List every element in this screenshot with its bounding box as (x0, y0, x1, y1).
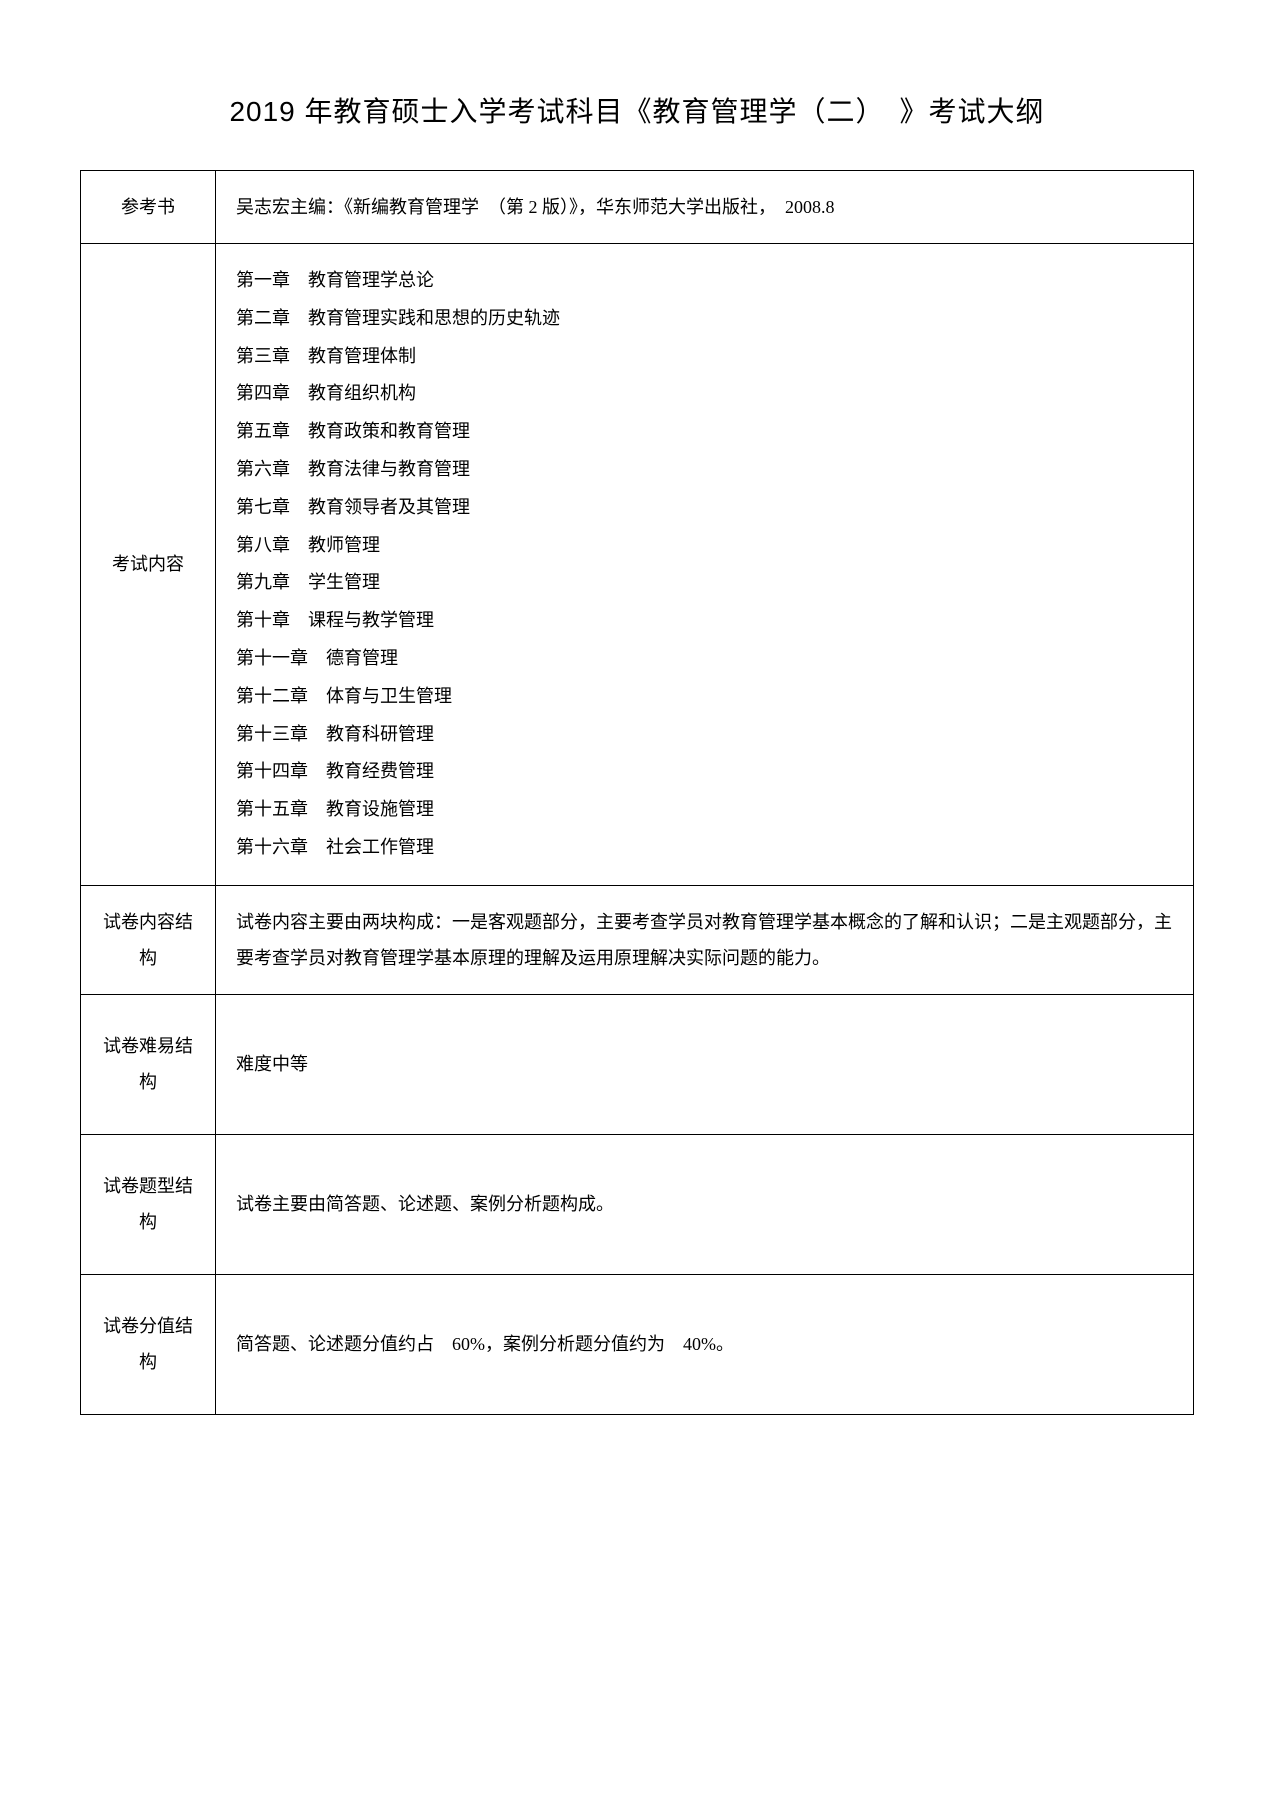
question-type-structure-label: 试卷题型结构 (81, 1134, 216, 1274)
exam-content-label: 考试内容 (81, 244, 216, 886)
chapter-item: 第十六章 社会工作管理 (236, 829, 1173, 867)
chapter-item: 第二章 教育管理实践和思想的历史轨迹 (236, 300, 1173, 338)
chapter-item: 第十五章 教育设施管理 (236, 791, 1173, 829)
content-structure-label: 试卷内容结构 (81, 885, 216, 994)
chapter-item: 第十章 课程与教学管理 (236, 602, 1173, 640)
chapter-item: 第八章 教师管理 (236, 527, 1173, 565)
chapter-item: 第十四章 教育经费管理 (236, 753, 1173, 791)
difficulty-structure-content: 难度中等 (216, 994, 1194, 1134)
chapter-item: 第四章 教育组织机构 (236, 375, 1173, 413)
reference-book-content: 吴志宏主编：《新编教育管理学 （第 2 版）》，华东师范大学出版社， 2008.… (216, 171, 1194, 244)
score-structure-content: 简答题、论述题分值约占 60%，案例分析题分值约为 40%。 (216, 1274, 1194, 1414)
page-title: 2019 年教育硕士入学考试科目《教育管理学（二） 》考试大纲 (80, 90, 1194, 130)
difficulty-structure-label: 试卷难易结构 (81, 994, 216, 1134)
chapter-item: 第三章 教育管理体制 (236, 338, 1173, 376)
chapter-item: 第五章 教育政策和教育管理 (236, 413, 1173, 451)
table-row: 试卷分值结构 简答题、论述题分值约占 60%，案例分析题分值约为 40%。 (81, 1274, 1194, 1414)
score-structure-label: 试卷分值结构 (81, 1274, 216, 1414)
chapter-item: 第七章 教育领导者及其管理 (236, 489, 1173, 527)
syllabus-table: 参考书 吴志宏主编：《新编教育管理学 （第 2 版）》，华东师范大学出版社， 2… (80, 170, 1194, 1415)
chapter-item: 第十二章 体育与卫生管理 (236, 678, 1173, 716)
chapter-list: 第一章 教育管理学总论 第二章 教育管理实践和思想的历史轨迹 第三章 教育管理体… (236, 262, 1173, 867)
chapter-item: 第九章 学生管理 (236, 564, 1173, 602)
table-row: 试卷内容结构 试卷内容主要由两块构成：一是客观题部分，主要考查学员对教育管理学基… (81, 885, 1194, 994)
chapter-item: 第十一章 德育管理 (236, 640, 1173, 678)
chapter-item: 第一章 教育管理学总论 (236, 262, 1173, 300)
chapter-item: 第六章 教育法律与教育管理 (236, 451, 1173, 489)
exam-content-content: 第一章 教育管理学总论 第二章 教育管理实践和思想的历史轨迹 第三章 教育管理体… (216, 244, 1194, 886)
chapter-item: 第十三章 教育科研管理 (236, 716, 1173, 754)
table-row: 考试内容 第一章 教育管理学总论 第二章 教育管理实践和思想的历史轨迹 第三章 … (81, 244, 1194, 886)
question-type-structure-content: 试卷主要由简答题、论述题、案例分析题构成。 (216, 1134, 1194, 1274)
reference-book-label: 参考书 (81, 171, 216, 244)
content-structure-content: 试卷内容主要由两块构成：一是客观题部分，主要考查学员对教育管理学基本概念的了解和… (216, 885, 1194, 994)
table-row: 试卷题型结构 试卷主要由简答题、论述题、案例分析题构成。 (81, 1134, 1194, 1274)
table-row: 试卷难易结构 难度中等 (81, 994, 1194, 1134)
table-row: 参考书 吴志宏主编：《新编教育管理学 （第 2 版）》，华东师范大学出版社， 2… (81, 171, 1194, 244)
